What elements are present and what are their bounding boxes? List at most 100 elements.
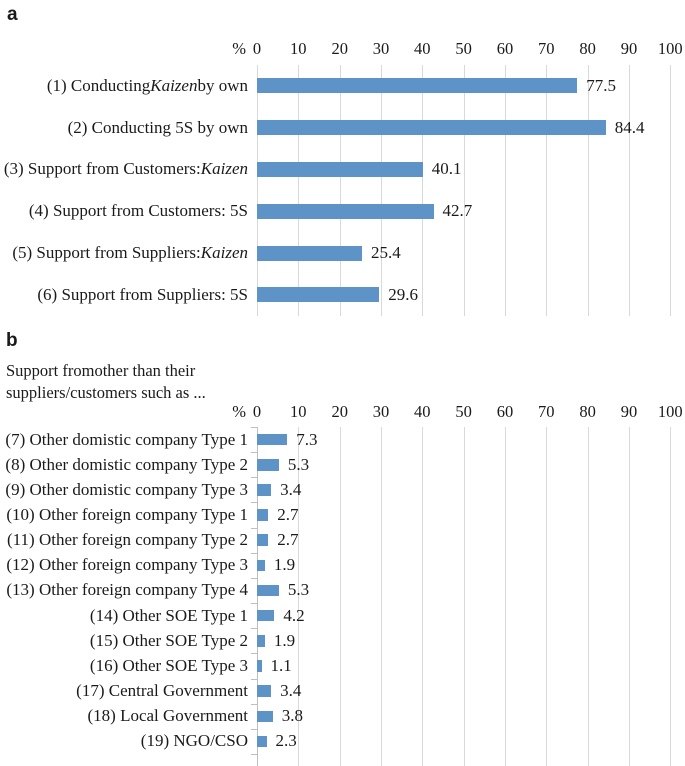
chart-b-category-label: (10) Other foreign company Type 1 xyxy=(0,502,248,527)
chart-b-value-label: 1.9 xyxy=(273,555,296,575)
chart-b-category-axis-tick xyxy=(251,703,257,705)
chart-b-value-label: 1.9 xyxy=(273,630,296,650)
chart-b-category-label: (9) Other domistic company Type 3 xyxy=(0,477,248,502)
chart-b-category-label-segment: (8) Other domistic company Type 2 xyxy=(5,454,248,474)
chart-a-category-label: (6) Support from Suppliers: 5S xyxy=(0,274,248,316)
chart-b-category-axis-tick xyxy=(251,678,257,680)
chart-b-bar xyxy=(257,735,267,748)
chart-b-title-line-2: suppliers/customers such as ... xyxy=(6,383,206,402)
chart-b-category-axis-tick xyxy=(251,477,257,479)
chart-a-bar xyxy=(257,120,606,136)
chart-b-value-label: 3.4 xyxy=(280,479,302,499)
chart-a-bar xyxy=(257,203,434,219)
chart-a-category-label: (1) Conducting Kaizen by own xyxy=(0,65,248,107)
chart-a-x-tick-label: 20 xyxy=(331,39,348,58)
chart-b-category-label-segment: (19) NGO/CSO xyxy=(140,731,248,751)
chart-a-gridline xyxy=(546,65,548,316)
chart-b-category-axis-tick xyxy=(251,577,257,579)
chart-b-category-axis-tick xyxy=(251,653,257,655)
chart-b-x-tick-label: 50 xyxy=(455,402,472,421)
chart-a-x-tick-label: 100 xyxy=(657,39,683,58)
chart-b-title-line-1: Support fromother than their xyxy=(6,361,196,380)
chart-a-bar xyxy=(257,287,380,303)
chart-b-gridline xyxy=(339,427,341,766)
chart-a-value-label: 42.7 xyxy=(442,201,473,221)
chart-a-category-label-segment: (2) Conducting 5S by own xyxy=(67,117,248,137)
chart-b-gridline xyxy=(463,427,465,766)
chart-a-x-tick-label: 10 xyxy=(290,39,307,58)
panel-a-label: a xyxy=(7,4,18,25)
chart-a-bar xyxy=(257,245,362,261)
chart-a-x-tick-label: 80 xyxy=(579,39,596,58)
chart-a-category-label-italic-segment: Kaizen xyxy=(200,159,248,179)
chart-a-x-tick-label: 90 xyxy=(620,39,638,58)
chart-b-x-tick-label: 70 xyxy=(538,402,555,421)
chart-b-category-label-segment: (16) Other SOE Type 3 xyxy=(89,655,248,675)
chart-a-gridline xyxy=(505,65,506,316)
chart-b-category-label-segment: (7) Other domistic company Type 1 xyxy=(5,429,248,449)
chart-b-x-tick-label: 90 xyxy=(620,402,638,421)
chart-a-value-label: 29.6 xyxy=(388,284,419,304)
chart-b-gridline xyxy=(381,427,382,766)
chart-b-category-label-segment: (13) Other foreign company Type 4 xyxy=(6,580,248,600)
chart-a-x-tick-label: 0 xyxy=(252,39,262,58)
chart-b-gridline xyxy=(546,427,548,766)
chart-b-bar xyxy=(257,660,262,672)
chart-b-category-label: (16) Other SOE Type 3 xyxy=(0,653,248,678)
chart-b-bar xyxy=(257,710,273,722)
chart-b-gridline xyxy=(298,427,300,766)
chart-b-bar xyxy=(257,635,265,647)
chart-a-gridline xyxy=(463,65,465,316)
chart-b-category-axis-tick xyxy=(251,628,257,630)
chart-b-category-label-segment: (18) Local Government xyxy=(87,706,249,726)
chart-b-gridline xyxy=(422,427,424,766)
chart-b-value-label: 2.3 xyxy=(275,731,297,751)
chart-a-x-tick-label: 70 xyxy=(538,39,555,58)
chart-a-category-label-italic-segment: Kaizen xyxy=(150,75,198,95)
chart-a-value-label: 40.1 xyxy=(431,159,462,179)
chart-b-category-axis-line xyxy=(257,427,258,766)
chart-b-x-tick-label: 0 xyxy=(252,402,262,421)
chart-a-gridline xyxy=(298,65,300,316)
chart-b-category-label: (15) Other SOE Type 2 xyxy=(0,628,248,653)
chart-a-value-label: 25.4 xyxy=(371,243,401,263)
chart-a-category-label-segment: by own xyxy=(197,75,248,95)
chart-a-bar xyxy=(257,162,423,177)
chart-b-bar xyxy=(257,584,279,597)
chart-b-value-label: 3.4 xyxy=(280,681,302,701)
chart-b-category-axis-tick xyxy=(251,527,257,529)
chart-b-value-label: 2.7 xyxy=(277,530,299,550)
chart-b-bar xyxy=(257,609,275,622)
chart-a-value-label: 84.4 xyxy=(614,117,645,137)
chart-a-category-label: (5) Support from Suppliers: Kaizen xyxy=(0,232,248,274)
chart-b-gridline xyxy=(505,427,506,766)
chart-b-x-tick-label: 10 xyxy=(290,402,307,421)
chart-a-x-tick-label: 40 xyxy=(414,39,431,58)
chart-b-value-label: 5.3 xyxy=(287,454,310,474)
chart-b-value-label: 7.3 xyxy=(296,429,318,449)
chart-a-category-label: (4) Support from Customers: 5S xyxy=(0,190,248,232)
chart-b-category-label-segment: (12) Other foreign company Type 3 xyxy=(6,555,248,575)
chart-b-bar xyxy=(257,534,269,546)
chart-b-value-label: 4.2 xyxy=(283,605,305,625)
chart-b-category-label-segment: (15) Other SOE Type 2 xyxy=(89,630,248,650)
chart-b-gridline xyxy=(587,427,589,766)
chart-b-x-tick-label: 60 xyxy=(496,402,514,421)
chart-b-gridline xyxy=(670,427,672,766)
chart-b-category-label: (13) Other foreign company Type 4 xyxy=(0,578,248,603)
chart-b-value-label: 5.3 xyxy=(287,580,310,600)
chart-b-category-axis-tick xyxy=(251,552,257,554)
chart-b-value-label: 1.1 xyxy=(270,655,292,675)
chart-b-category-label-segment: (10) Other foreign company Type 1 xyxy=(6,504,248,524)
chart-a-category-label: (2) Conducting 5S by own xyxy=(0,107,248,149)
chart-b-category-label: (7) Other domistic company Type 1 xyxy=(0,427,248,452)
chart-b-percent-axis-label: % xyxy=(232,402,246,421)
chart-b-bar xyxy=(257,484,272,496)
chart-b-category-axis-tick xyxy=(251,754,257,755)
chart-b-category-axis-tick xyxy=(251,452,257,454)
chart-b-category-label-segment: (9) Other domistic company Type 3 xyxy=(5,479,248,499)
chart-a-category-label-segment: (4) Support from Customers: 5S xyxy=(28,201,248,221)
chart-b-category-label: (12) Other foreign company Type 3 xyxy=(0,553,248,578)
chart-a-gridline xyxy=(587,65,589,316)
